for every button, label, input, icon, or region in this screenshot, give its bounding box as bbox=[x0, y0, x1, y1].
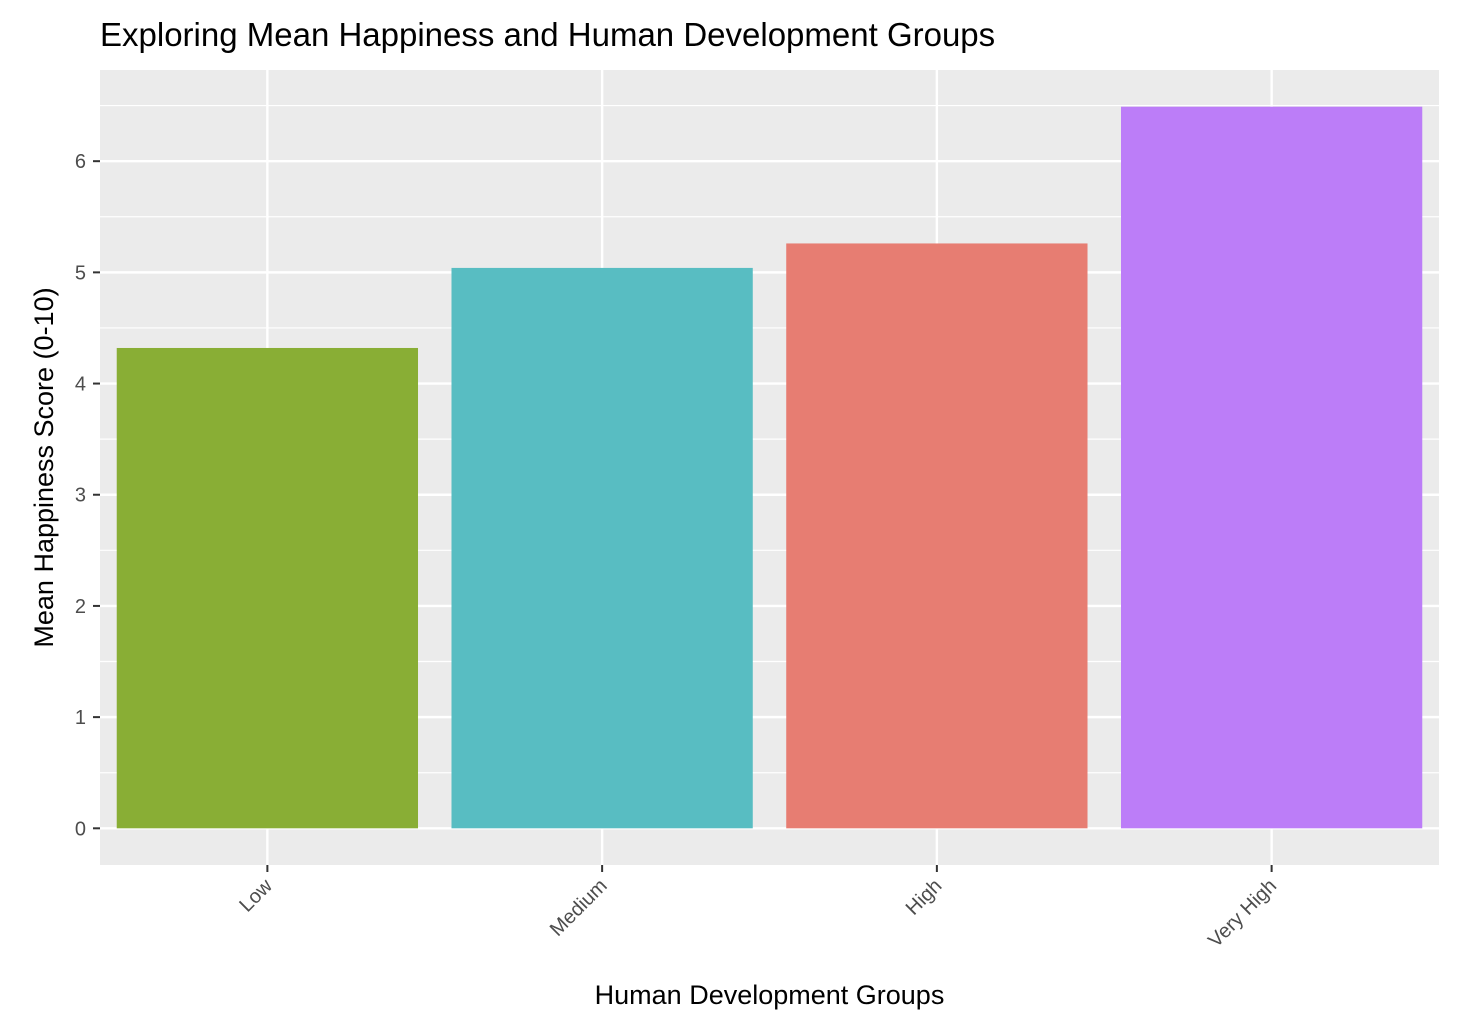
y-tick-label: 4 bbox=[75, 374, 86, 396]
y-axis-title: Mean Happiness Score (0-10) bbox=[29, 287, 59, 647]
x-tick-label: Very High bbox=[1204, 875, 1281, 952]
y-tick-label: 5 bbox=[75, 262, 86, 284]
y-tick-label: 0 bbox=[75, 818, 86, 840]
bar-medium bbox=[451, 267, 753, 829]
bar-high bbox=[786, 243, 1088, 829]
x-tick-label: Low bbox=[235, 875, 277, 917]
y-tick-label: 2 bbox=[75, 596, 86, 618]
y-tick-label: 1 bbox=[75, 707, 86, 729]
bars bbox=[116, 106, 1423, 829]
bar-very-high bbox=[1120, 106, 1423, 829]
chart-title: Exploring Mean Happiness and Human Devel… bbox=[100, 16, 995, 53]
x-tick-label: High bbox=[902, 875, 947, 920]
x-tick-label: Medium bbox=[546, 875, 612, 941]
y-tick-label: 6 bbox=[75, 151, 86, 173]
y-tick-label: 3 bbox=[75, 485, 86, 507]
y-axis: 0 1 2 3 4 5 6 bbox=[75, 151, 100, 840]
bar-low bbox=[116, 347, 419, 829]
x-axis: Low Medium High Very High bbox=[235, 865, 1281, 952]
x-axis-title: Human Development Groups bbox=[595, 980, 945, 1010]
